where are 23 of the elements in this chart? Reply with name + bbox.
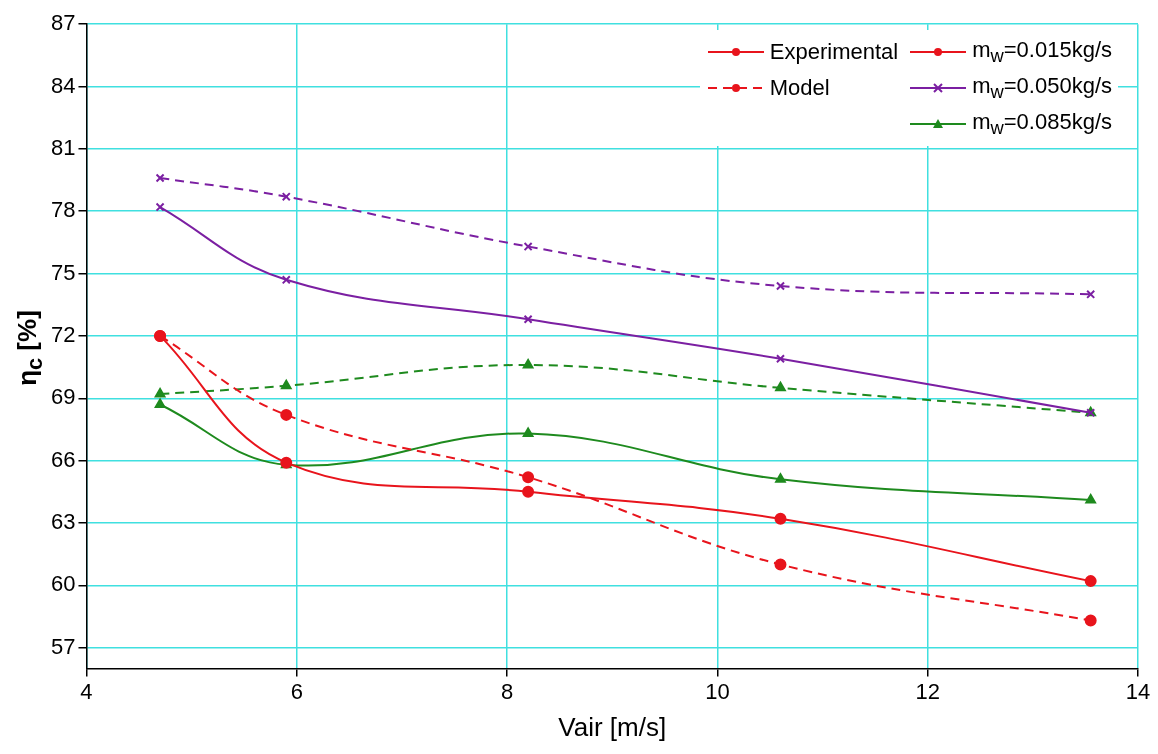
legend-title: Experimental	[769, 39, 899, 65]
y-tick-label: 84	[50, 72, 76, 98]
y-tick-label: 81	[50, 134, 76, 160]
y-tick-label: 66	[50, 446, 76, 472]
y-tick-label: 78	[50, 197, 76, 223]
x-tick-label: 8	[500, 678, 514, 704]
y-tick-label: 75	[50, 259, 76, 285]
legend-label: m$_{w}$=0.085kg/s	[972, 108, 1112, 140]
y-tick-label: 72	[50, 321, 76, 347]
x-tick-label: 12	[915, 678, 940, 704]
y-tick-label: 60	[50, 571, 76, 597]
legend-label: Model	[769, 75, 830, 101]
y-tick-label: 57	[50, 633, 76, 659]
x-axis-title: Vair [m/s]	[558, 711, 667, 742]
y-tick-label: 69	[50, 384, 76, 410]
y-tick-label: 87	[50, 10, 76, 36]
x-tick-label: 6	[290, 678, 303, 704]
x-tick-label: 4	[80, 678, 93, 704]
legend-label: m$_{w}$=0.050kg/s	[972, 72, 1112, 104]
y-tick-label: 63	[50, 509, 76, 534]
x-tick-label: 14	[1125, 678, 1151, 704]
x-tick-label: 10	[705, 678, 730, 704]
legend-label: m$_{w}$=0.015kg/s	[972, 36, 1112, 68]
